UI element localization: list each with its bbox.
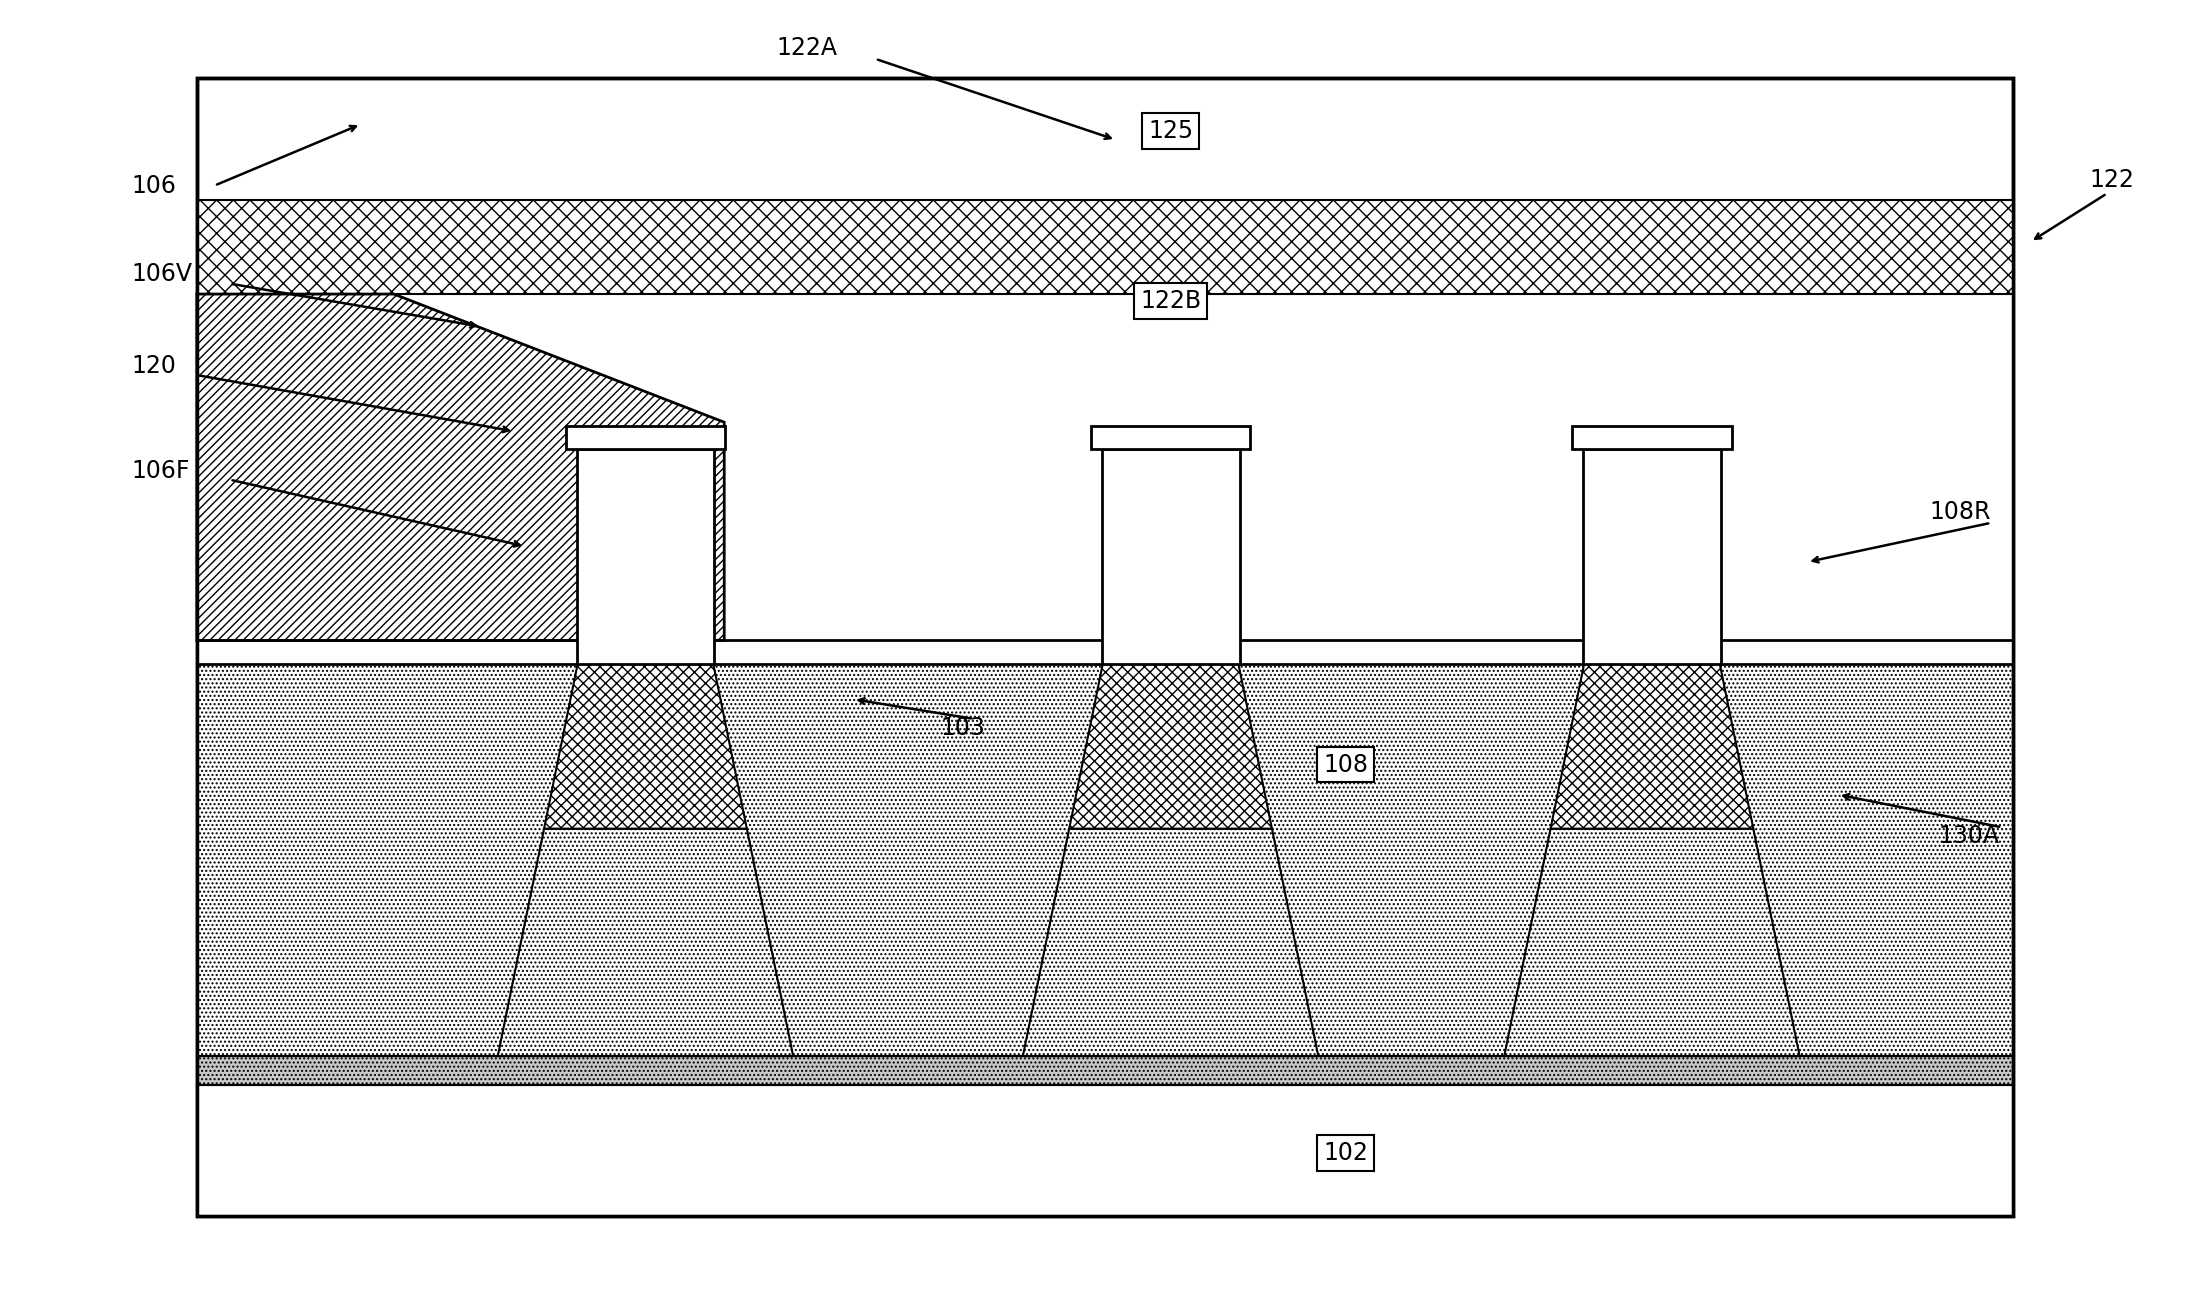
Bar xyxy=(197,1056,2013,1085)
Text: 108: 108 xyxy=(1324,753,1368,776)
Bar xyxy=(1092,426,1252,450)
Bar xyxy=(197,640,2013,664)
Polygon shape xyxy=(1505,829,1799,1056)
Text: 122: 122 xyxy=(2090,169,2135,192)
Bar xyxy=(197,78,2013,1216)
Bar xyxy=(1103,450,1238,664)
Polygon shape xyxy=(1551,664,1753,829)
Bar xyxy=(197,664,2013,1056)
Bar xyxy=(197,78,2013,1216)
Polygon shape xyxy=(1024,829,1317,1056)
Text: 106F: 106F xyxy=(131,459,190,482)
Text: 103: 103 xyxy=(941,716,987,740)
Bar xyxy=(575,450,713,664)
Bar xyxy=(1584,450,1720,664)
Text: 120: 120 xyxy=(131,354,177,378)
Text: 122B: 122B xyxy=(1140,289,1201,312)
Text: 125: 125 xyxy=(1149,119,1192,142)
Polygon shape xyxy=(545,664,746,829)
Text: 102: 102 xyxy=(1324,1141,1368,1165)
Polygon shape xyxy=(497,829,792,1056)
Bar xyxy=(565,426,726,450)
Bar xyxy=(197,200,2013,294)
Text: 106V: 106V xyxy=(131,263,193,286)
Text: 130A: 130A xyxy=(1939,825,2000,848)
Bar xyxy=(197,294,2013,640)
Bar xyxy=(197,1085,2013,1216)
Text: 108R: 108R xyxy=(1930,501,1991,524)
Polygon shape xyxy=(1070,664,1271,829)
Text: 106: 106 xyxy=(131,174,177,197)
Bar xyxy=(1571,426,1733,450)
Polygon shape xyxy=(197,294,724,640)
Text: 122A: 122A xyxy=(777,37,838,60)
